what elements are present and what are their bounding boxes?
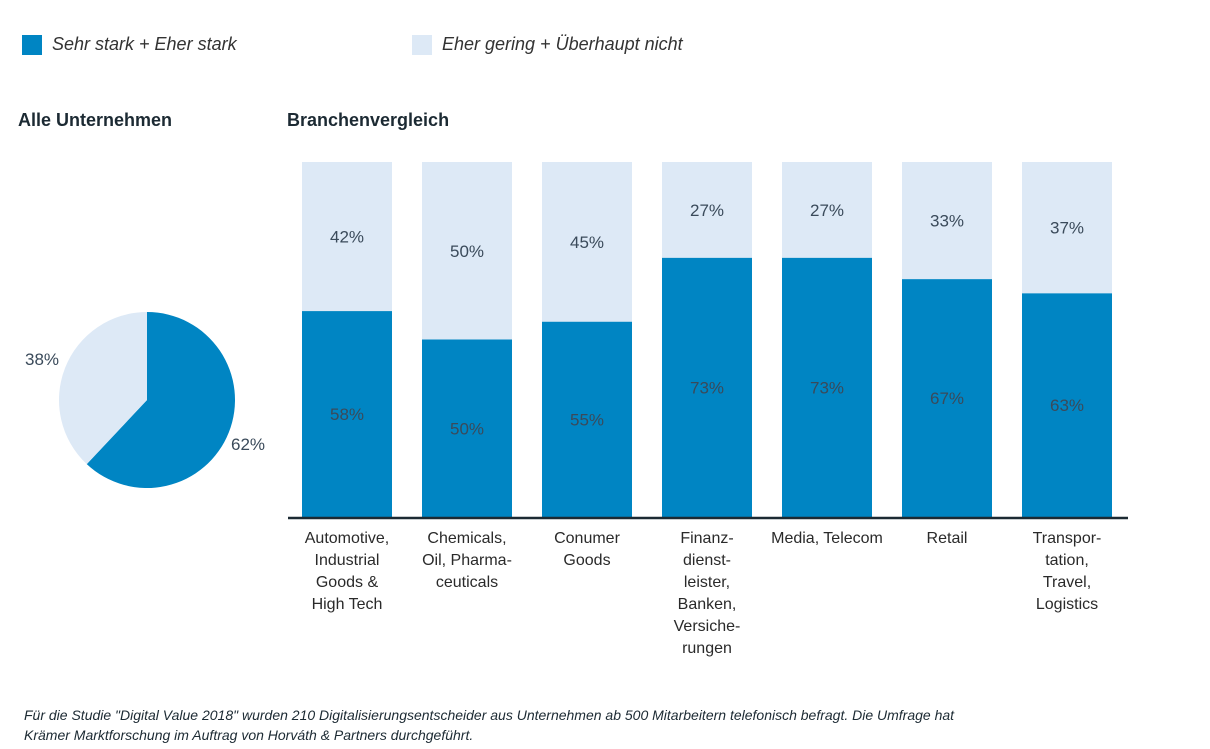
category-label: Automotive, (305, 530, 389, 547)
category-label: Finanz- (680, 530, 733, 547)
bar-chart: 42% 58% Automotive, Industrial Goods & High T… (288, 162, 1128, 657)
bar-value-label-weak: 33% (930, 212, 964, 231)
bar-value-label-weak: 45% (570, 233, 604, 252)
footnote-line-1: Für die Studie "Digital Value 2018" wurd… (24, 707, 955, 723)
pie-slice-label: 62% (231, 435, 265, 454)
footnote-line-2: Krämer Marktforschung im Auftrag von Hor… (24, 727, 474, 743)
category-label: Goods & (316, 574, 379, 591)
bar-segment-weak (782, 162, 872, 258)
bar-segment-strong (662, 257, 752, 517)
pie-title: Alle Unternehmen (18, 110, 173, 130)
category-label: Oil, Pharma- (422, 552, 512, 569)
bar-segment-weak (902, 162, 992, 280)
legend-item-weak: Eher gering + Überhaupt nicht (412, 34, 683, 55)
bar-segment-strong (422, 339, 512, 517)
category-label: rungen (682, 640, 732, 657)
bar-segment-strong (302, 311, 392, 517)
bar-value-label-weak: 42% (330, 228, 364, 247)
bar-segment-weak (662, 162, 752, 258)
legend-item-strong: Sehr stark + Eher stark (22, 34, 237, 55)
bar-segment-weak (1022, 162, 1112, 294)
category-label: High Tech (312, 596, 383, 613)
bar-segment-strong (782, 257, 872, 517)
bar-segment-weak (422, 162, 512, 340)
bar-value-label-strong: 73% (690, 378, 724, 397)
bar-segment-weak (542, 162, 632, 322)
category-label: ceuticals (436, 574, 498, 591)
bar-value-label-strong: 67% (930, 389, 964, 408)
category-label: Logistics (1036, 596, 1098, 613)
legend-label-strong: Sehr stark + Eher stark (52, 34, 237, 54)
legend-swatch-weak (412, 34, 432, 55)
bar-value-label-strong: 63% (1050, 396, 1084, 415)
pie-slice (86, 312, 235, 488)
bar-value-label-strong: 55% (570, 410, 604, 429)
legend: Sehr stark + Eher stark Eher gering + Üb… (22, 34, 1022, 62)
footnote: Für die Studie "Digital Value 2018" wurd… (24, 705, 1194, 745)
category-label: Banken, (678, 596, 737, 613)
bar-segment-weak (302, 162, 392, 312)
bar-value-label-strong: 58% (330, 405, 364, 424)
category-label: Conumer (554, 530, 620, 547)
legend-swatch-strong (22, 34, 42, 55)
category-label: Chemicals, (427, 530, 506, 547)
category-label: Retail (927, 530, 968, 547)
bar-segment-strong (542, 321, 632, 517)
bar-value-label-weak: 27% (690, 201, 724, 220)
bar-value-label-weak: 37% (1050, 219, 1084, 238)
category-label: Transpor- (1033, 530, 1102, 547)
bar-value-label-weak: 50% (450, 242, 484, 261)
bar-segment-strong (902, 279, 992, 517)
category-label: Goods (563, 552, 610, 569)
bar-value-label-strong: 50% (450, 419, 484, 438)
bar-value-label-weak: 27% (810, 201, 844, 220)
category-label: leister, (684, 574, 730, 591)
category-label: dienst- (683, 552, 731, 569)
pie-slice-label: 38% (25, 350, 59, 369)
pie-slice (58, 312, 148, 465)
category-label: Versiche- (674, 618, 741, 635)
bar-segment-strong (1022, 293, 1112, 517)
bar-value-label-strong: 73% (810, 378, 844, 397)
bar-title: Branchenvergleich (287, 110, 450, 130)
pie-chart: 62% 38% (25, 312, 265, 488)
category-label: Media, Telecom (771, 530, 883, 547)
category-label: Travel, (1043, 574, 1091, 591)
legend-label-weak: Eher gering + Überhaupt nicht (442, 34, 683, 54)
category-label: tation, (1045, 552, 1089, 569)
category-label: Industrial (315, 552, 380, 569)
